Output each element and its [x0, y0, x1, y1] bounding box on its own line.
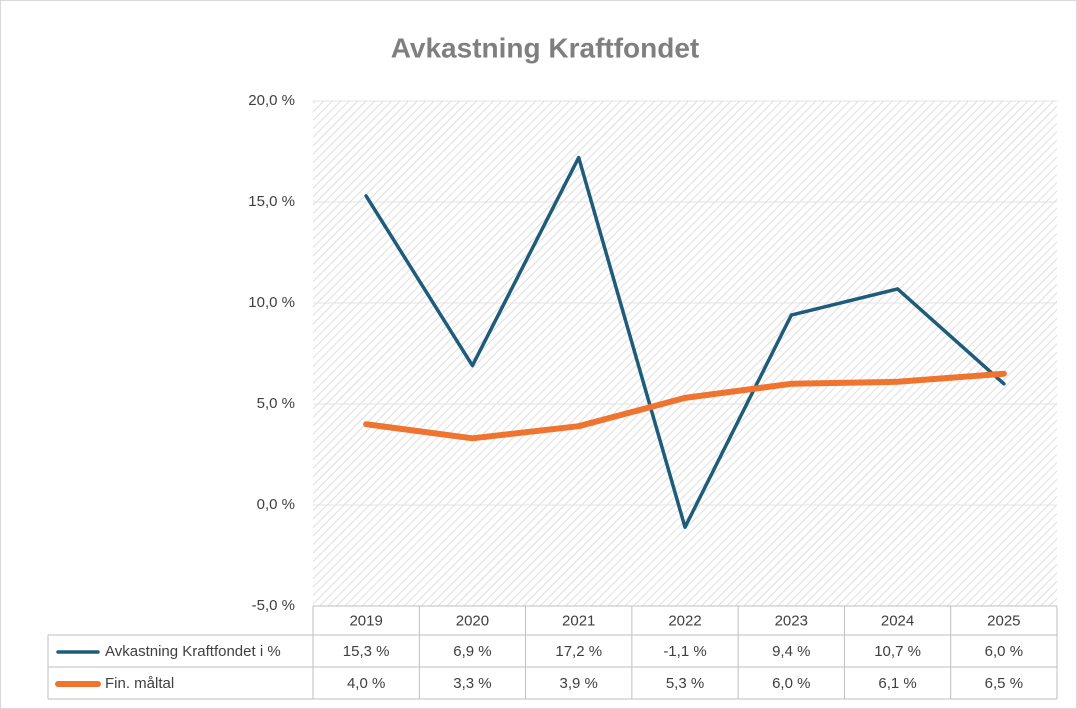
data-label: 5,3 % [666, 675, 704, 692]
y-tick-label: 20,0 % [248, 92, 295, 109]
x-tick-label: 2019 [349, 612, 382, 629]
legend-label: Fin. måltal [105, 675, 174, 692]
x-tick-label: 2021 [562, 612, 595, 629]
x-tick-label: 2025 [987, 612, 1020, 629]
data-label: 3,9 % [560, 675, 598, 692]
data-label: 4,0 % [347, 675, 385, 692]
data-label: 17,2 % [555, 643, 602, 660]
data-label: 6,5 % [985, 675, 1023, 692]
legend-label: Avkastning Kraftfondet i % [105, 643, 281, 660]
data-label: 10,7 % [874, 643, 921, 660]
data-label: 3,3 % [453, 675, 491, 692]
x-tick-label: 2023 [775, 612, 808, 629]
data-label: 6,1 % [878, 675, 916, 692]
data-label: -1,1 % [663, 643, 706, 660]
y-tick-label: -5,0 % [252, 597, 295, 614]
plot-area [313, 101, 1057, 606]
data-label: 15,3 % [343, 643, 390, 660]
y-tick-label: 15,0 % [248, 193, 295, 210]
series-line [364, 155, 1006, 529]
series-line [363, 370, 1007, 442]
chart-title: Avkastning Kraftfondet [391, 32, 700, 63]
x-tick-label: 2020 [456, 612, 489, 629]
data-label: 6,0 % [772, 675, 810, 692]
data-label: 9,4 % [772, 643, 810, 660]
data-label: 6,0 % [985, 643, 1023, 660]
y-tick-label: 5,0 % [257, 395, 295, 412]
x-tick-label: 2024 [881, 612, 914, 629]
y-tick-label: 10,0 % [248, 294, 295, 311]
x-tick-label: 2022 [668, 612, 701, 629]
y-tick-label: 0,0 % [257, 496, 295, 513]
data-label: 6,9 % [453, 643, 491, 660]
